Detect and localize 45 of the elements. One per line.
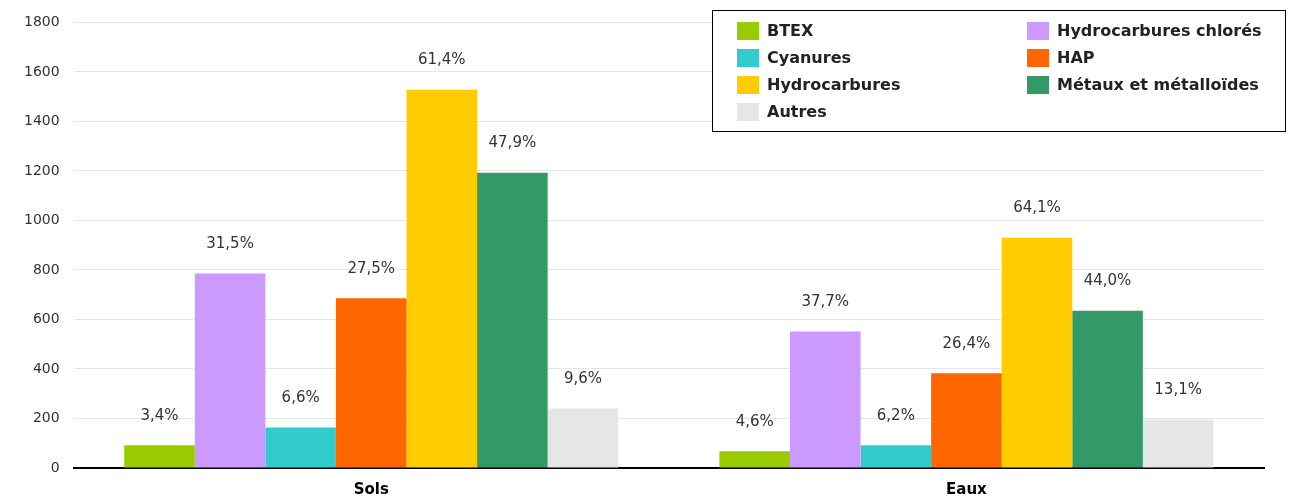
y-tick-label: 1600 bbox=[23, 62, 60, 79]
bar bbox=[265, 427, 336, 468]
bar bbox=[860, 445, 932, 468]
annotation: 13,1% bbox=[1154, 379, 1202, 398]
annotation: 31,5% bbox=[206, 233, 254, 252]
legend-label: HAP bbox=[1057, 48, 1095, 67]
annotation: 47,9% bbox=[488, 133, 537, 152]
y-tick-label: 600 bbox=[32, 310, 60, 327]
annotation: 6,2% bbox=[876, 405, 915, 424]
bar bbox=[789, 331, 861, 468]
annotation: 4,6% bbox=[735, 411, 774, 430]
bar bbox=[931, 373, 1002, 468]
annotation: 27,5% bbox=[347, 258, 396, 277]
y-tick-label: 1400 bbox=[23, 112, 60, 129]
bar bbox=[335, 298, 407, 468]
annotation: 61,4% bbox=[417, 50, 466, 69]
bar bbox=[124, 445, 195, 468]
legend-label: Hydrocarbures bbox=[767, 75, 901, 94]
legend-label: Autres bbox=[767, 102, 827, 121]
y-tick-label: 800 bbox=[32, 260, 60, 277]
legend-label: BTEX bbox=[767, 21, 814, 40]
bar bbox=[406, 89, 478, 468]
legend-label: Métaux et métalloïdes bbox=[1057, 75, 1259, 94]
annotation: 37,7% bbox=[801, 291, 850, 310]
bar bbox=[1001, 237, 1073, 468]
y-tick-label: 1800 bbox=[23, 13, 60, 30]
legend-label: Cyanures bbox=[767, 48, 852, 67]
annotation: 26,4% bbox=[942, 333, 991, 352]
y-tick-label: 1000 bbox=[23, 211, 60, 228]
x-tick-label: Eaux bbox=[946, 479, 988, 498]
annotation: 9,6% bbox=[563, 368, 602, 387]
y-tick-label: 400 bbox=[32, 359, 60, 376]
annotation: 64,1% bbox=[1013, 198, 1061, 217]
annotation: 6,6% bbox=[281, 387, 320, 406]
bar bbox=[719, 451, 790, 468]
annotation: 44,0% bbox=[1083, 271, 1132, 290]
bar bbox=[194, 273, 266, 468]
annotation: 3,4% bbox=[140, 405, 179, 424]
y-tick-label: 1200 bbox=[23, 161, 60, 178]
y-tick-label: 0 bbox=[50, 458, 60, 475]
x-tick-label: Sols bbox=[353, 479, 389, 498]
y-tick-label: 200 bbox=[32, 409, 60, 426]
bar bbox=[477, 172, 548, 468]
legend-label: Hydrocarbures chlorés bbox=[1057, 21, 1262, 40]
bar bbox=[1072, 310, 1143, 468]
